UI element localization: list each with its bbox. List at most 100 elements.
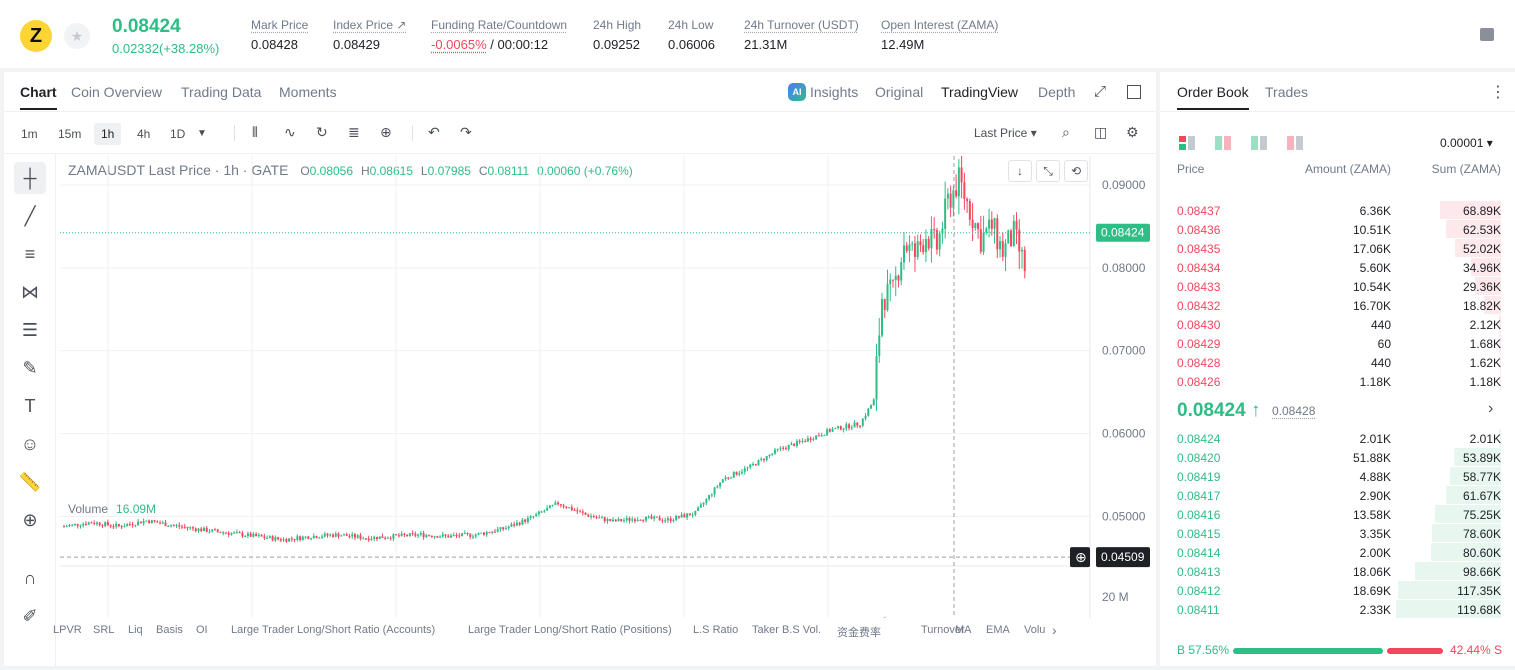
- stat-label[interactable]: Mark Price: [251, 18, 309, 32]
- indicator-tab[interactable]: Volu: [1024, 624, 1046, 636]
- template-icon[interactable]: ≣: [348, 124, 360, 140]
- view-bids-icon[interactable]: [1251, 136, 1267, 150]
- candle-body: [856, 422, 859, 426]
- redo-icon[interactable]: ↷: [460, 124, 472, 140]
- view-asks-icon[interactable]: [1287, 136, 1303, 150]
- undo-icon[interactable]: ↶: [428, 124, 440, 140]
- chevron-right-icon[interactable]: ›: [1052, 622, 1057, 638]
- trend-line-icon[interactable]: ╱: [24, 205, 36, 226]
- timeframe-15m[interactable]: 15m: [58, 127, 82, 141]
- tick-size-select[interactable]: 0.00001 ▾: [1440, 136, 1493, 150]
- pattern-icon[interactable]: ⋈: [21, 281, 39, 302]
- bid-row[interactable]: 0.08420 51.88K 53.89K: [1160, 448, 1515, 467]
- timeframe-1m[interactable]: 1m: [21, 127, 38, 141]
- indicator-tab[interactable]: L.S Ratio: [693, 624, 739, 636]
- indicator-tab[interactable]: Taker B.S Vol.: [752, 624, 822, 636]
- tab-insights[interactable]: Insights: [810, 84, 859, 100]
- favorite-star-icon[interactable]: ★: [64, 23, 90, 49]
- indicator-tab[interactable]: Turnover: [921, 624, 965, 636]
- tab-original[interactable]: Original: [875, 84, 924, 100]
- fib-icon[interactable]: ☰: [21, 319, 39, 340]
- zoom-icon[interactable]: ⊕: [22, 509, 38, 530]
- price-chart[interactable]: 0.090000.080000.070000.060000.0500014151…: [60, 156, 1150, 618]
- candle-body: [603, 517, 606, 522]
- text-icon[interactable]: T: [24, 395, 36, 416]
- indicator-tab[interactable]: EMA: [986, 624, 1010, 636]
- candle-body: [282, 539, 285, 541]
- indicator-tab[interactable]: 资金费率: [837, 627, 881, 639]
- indicator-tab[interactable]: SRL: [93, 624, 115, 636]
- timeframe-1d[interactable]: 1D: [170, 127, 186, 141]
- candle-body: [186, 526, 189, 528]
- lock-drawing-icon[interactable]: ✐: [22, 605, 38, 626]
- timeframe-1h[interactable]: 1h: [94, 123, 122, 145]
- bid-row[interactable]: 0.08413 18.06K 98.66K: [1160, 562, 1515, 581]
- bid-row[interactable]: 0.08415 3.35K 78.60K: [1160, 524, 1515, 543]
- chevron-right-icon[interactable]: ›: [1488, 400, 1494, 417]
- view-both-icon[interactable]: [1179, 136, 1195, 150]
- stat-label[interactable]: Index Price ↗: [333, 18, 407, 32]
- indicator-tab[interactable]: LPVR: [53, 624, 82, 636]
- parallel-lines-icon[interactable]: ≡: [24, 243, 36, 264]
- ask-row[interactable]: 0.08430 440 2.12K: [1160, 315, 1515, 334]
- legend-high-key: H: [360, 164, 370, 178]
- emoji-icon[interactable]: ☺: [20, 433, 40, 454]
- search-icon[interactable]: ⌕: [1062, 124, 1070, 140]
- ask-row[interactable]: 0.08426 1.18K 1.18K: [1160, 372, 1515, 391]
- indicator-tab[interactable]: MA: [955, 624, 972, 636]
- tab-order-book[interactable]: Order Book: [1177, 84, 1249, 110]
- notebook-icon[interactable]: [1480, 28, 1494, 41]
- expand-icon[interactable]: ⤢: [1094, 83, 1107, 100]
- gear-icon[interactable]: ⚙: [1126, 124, 1139, 140]
- ruler-icon[interactable]: 📏: [18, 471, 42, 492]
- bid-row[interactable]: 0.08417 2.90K 61.67K: [1160, 486, 1515, 505]
- add-indicator-icon[interactable]: ⊕: [380, 124, 392, 140]
- bid-row[interactable]: 0.08414 2.00K 80.60K: [1160, 543, 1515, 562]
- view-both-alt-icon[interactable]: [1215, 136, 1231, 150]
- magnet-icon[interactable]: ∩: [23, 567, 37, 588]
- price-source-select[interactable]: Last Price ▾: [974, 126, 1037, 140]
- bid-row[interactable]: 0.08411 2.33K 119.68K: [1160, 600, 1515, 619]
- tab-chart[interactable]: Chart: [20, 84, 57, 110]
- tab-coin-overview[interactable]: Coin Overview: [71, 84, 163, 100]
- tab-trading-data[interactable]: Trading Data: [181, 84, 262, 100]
- ask-row[interactable]: 0.08428 440 1.62K: [1160, 353, 1515, 372]
- brush-icon[interactable]: ✎: [22, 357, 38, 378]
- ask-row[interactable]: 0.08433 10.54K 29.36K: [1160, 277, 1515, 296]
- funding-rate-value[interactable]: -0.0065%: [431, 37, 487, 52]
- ask-row[interactable]: 0.08429 60 1.68K: [1160, 334, 1515, 353]
- timeframe-4h[interactable]: 4h: [137, 127, 151, 141]
- bid-row[interactable]: 0.08412 18.69K 117.35K: [1160, 581, 1515, 600]
- more-icon[interactable]: ⋮: [1490, 84, 1506, 101]
- indicator-tab[interactable]: Large Trader Long/Short Ratio (Positions…: [468, 624, 672, 636]
- stat-label[interactable]: 24h Turnover (USDT): [744, 18, 859, 32]
- bid-row[interactable]: 0.08416 13.58K 75.25K: [1160, 505, 1515, 524]
- ask-row[interactable]: 0.08434 5.60K 34.96K: [1160, 258, 1515, 277]
- replay-icon[interactable]: ↻: [316, 124, 328, 140]
- indicators-icon[interactable]: ∿: [284, 124, 296, 140]
- stat-label[interactable]: Open Interest (ZAMA): [881, 18, 999, 32]
- camera-icon[interactable]: ◫: [1094, 124, 1108, 140]
- chevron-down-icon[interactable]: ▼: [197, 128, 207, 139]
- ask-row[interactable]: 0.08437 6.36K 68.89K: [1160, 201, 1515, 220]
- ask-row[interactable]: 0.08435 17.06K 52.02K: [1160, 239, 1515, 258]
- collapse-icon[interactable]: ⤡: [1036, 160, 1060, 182]
- indicator-tab[interactable]: OI: [196, 624, 208, 636]
- bid-row[interactable]: 0.08419 4.88K 58.77K: [1160, 467, 1515, 486]
- candle-type-icon[interactable]: ⫴: [252, 124, 258, 140]
- crosshair-icon[interactable]: ┼: [14, 162, 46, 194]
- ask-row[interactable]: 0.08436 10.51K 62.53K: [1160, 220, 1515, 239]
- stat-label[interactable]: Funding Rate/Countdown: [431, 18, 568, 32]
- tab-depth[interactable]: Depth: [1038, 84, 1076, 100]
- indicator-tab[interactable]: Basis: [156, 624, 183, 636]
- bid-row[interactable]: 0.08424 2.01K 2.01K: [1160, 429, 1515, 448]
- indicator-tab[interactable]: Liq: [128, 624, 143, 636]
- tab-moments[interactable]: Moments: [279, 84, 337, 100]
- window-icon[interactable]: [1127, 85, 1141, 99]
- indicator-tab[interactable]: Large Trader Long/Short Ratio (Accounts): [231, 624, 436, 636]
- tab-tradingview[interactable]: TradingView: [941, 84, 1019, 100]
- ask-row[interactable]: 0.08432 16.70K 18.82K: [1160, 296, 1515, 315]
- scroll-down-icon[interactable]: ↓: [1008, 160, 1032, 182]
- tab-trades[interactable]: Trades: [1265, 84, 1309, 100]
- reset-icon[interactable]: ⟲: [1064, 160, 1088, 182]
